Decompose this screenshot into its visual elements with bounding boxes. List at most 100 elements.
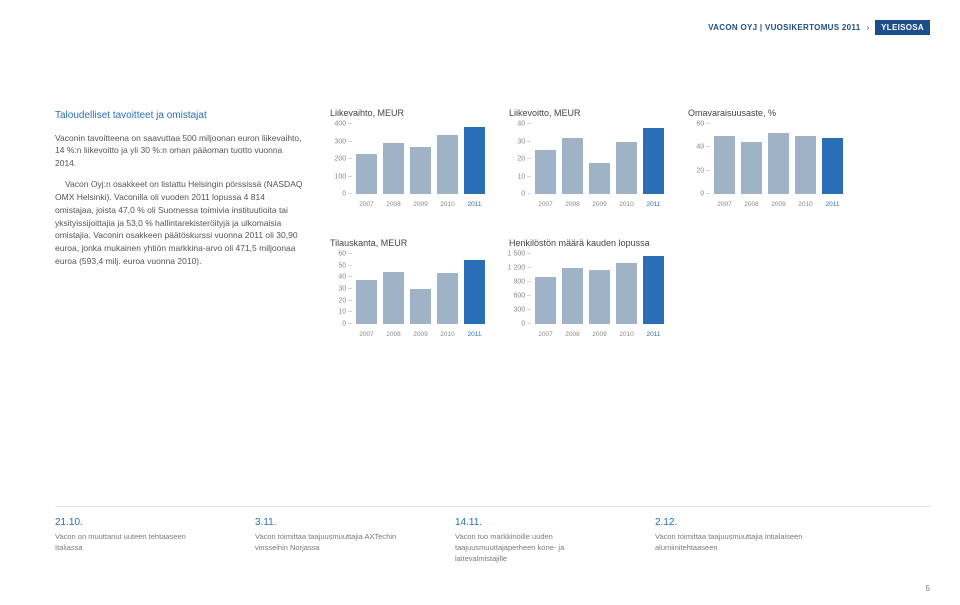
- chart-xlabel: 2008: [562, 201, 583, 208]
- chart-bar: [822, 138, 843, 194]
- chart-xlabel: 2008: [562, 331, 583, 338]
- chart-xlabel: 2011: [643, 331, 664, 338]
- chart-row: Liikevaihto, MEUR40030020010002007200820…: [330, 108, 930, 208]
- chart-yaxis: 403020100: [509, 124, 531, 194]
- chart-henkilosto: Henkilöstön määrä kauden lopussa 1 5001 2…: [509, 238, 664, 338]
- chart-xlabel: 2010: [616, 201, 637, 208]
- page: VACON OYJ | VUOSIKERTOMUS 2011 › YLEISOS…: [0, 0, 960, 605]
- chart-ytick: 0: [700, 191, 710, 198]
- chart-ytick: 40: [696, 144, 710, 151]
- chart-bar: [562, 268, 583, 324]
- chart-bars: [356, 124, 485, 194]
- chart-bar: [616, 142, 637, 195]
- chart-ytick: 300: [513, 307, 531, 314]
- chart-ytick: 0: [521, 321, 531, 328]
- chart-plot: 1 5001 200900600300020072008200920102011: [509, 254, 664, 338]
- chart-grid: Liikevaihto, MEUR40030020010002007200820…: [330, 108, 930, 368]
- chart-xlabel: 2011: [822, 201, 843, 208]
- chart-bar: [437, 273, 458, 324]
- chart-ytick: 0: [342, 321, 352, 328]
- chart-xlabel: 2009: [410, 201, 431, 208]
- chart-ytick: 30: [338, 286, 352, 293]
- chart-xlabel: 2010: [795, 201, 816, 208]
- chart-yaxis: 4003002001000: [330, 124, 352, 194]
- chart-xlabel: 2011: [643, 201, 664, 208]
- chart-plot: 400300200100020072008200920102011: [330, 124, 485, 208]
- chart-xlabel: 2009: [410, 331, 431, 338]
- chart-xlabel: 2008: [741, 201, 762, 208]
- page-header: VACON OYJ | VUOSIKERTOMUS 2011 › YLEISOS…: [708, 20, 930, 35]
- chart-ytick: 100: [334, 173, 352, 180]
- timeline-item: 3.11. Vacon toimittaa taajuusmuuttajia A…: [255, 517, 415, 565]
- chart-plot: 605040302010020072008200920102011: [330, 254, 485, 338]
- chart-bar: [410, 147, 431, 194]
- timeline-item: 21.10. Vacon on muuttanut uuteen tehtaas…: [55, 517, 215, 565]
- chart-plot: 40302010020072008200920102011: [509, 124, 664, 208]
- chart-title: Liikevoitto, MEUR: [509, 108, 664, 118]
- chart-xaxis: 20072008200920102011: [535, 201, 664, 208]
- chart-xlabel: 2009: [589, 201, 610, 208]
- chart-ytick: 20: [517, 156, 531, 163]
- chart-bar: [589, 163, 610, 195]
- chart-omavaraisuus: Omavaraisuusaste, %604020020072008200920…: [688, 108, 843, 208]
- header-left: VACON OYJ | VUOSIKERTOMUS 2011: [708, 23, 860, 32]
- chart-ytick: 60: [338, 251, 352, 258]
- chart-yaxis: 6040200: [688, 124, 710, 194]
- chart-xlabel: 2009: [589, 331, 610, 338]
- timeline-date: 21.10.: [55, 517, 215, 528]
- chart-bar: [562, 138, 583, 194]
- timeline-item: 2.12. Vacon toimittaa taajuusmuuttajia i…: [655, 517, 815, 565]
- section-heading: Taloudelliset tavoitteet ja omistajat: [55, 108, 305, 123]
- timeline-date: 3.11.: [255, 517, 415, 528]
- chart-bar: [795, 136, 816, 194]
- chart-ytick: 0: [342, 191, 352, 198]
- chart-ytick: 400: [334, 121, 352, 128]
- chart-ytick: 200: [334, 156, 352, 163]
- chart-ytick: 10: [517, 173, 531, 180]
- chart-bars: [535, 124, 664, 194]
- chart-xlabel: 2010: [437, 201, 458, 208]
- chart-bar: [356, 154, 377, 194]
- chart-ytick: 1 500: [508, 251, 531, 258]
- chart-bars: [714, 124, 843, 194]
- indented-text: Vacon Oyj:n osakkeet on listattu Helsing…: [55, 179, 302, 266]
- chart-xaxis: 2007 2008 2009 2010 2011: [714, 201, 843, 208]
- chart-title: Liikevaihto, MEUR: [330, 108, 485, 118]
- chart-ytick: 30: [517, 138, 531, 145]
- chart-bar: [464, 127, 485, 194]
- chart-title: Tilauskanta, MEUR: [330, 238, 485, 248]
- chart-ytick: 20: [696, 167, 710, 174]
- chart-bar: [464, 260, 485, 324]
- chart-title: Henkilöstön määrä kauden lopussa: [509, 238, 664, 248]
- timeline-text: Vacon toimittaa taajuusmuuttajia intiala…: [655, 532, 815, 554]
- chart-ytick: 20: [338, 297, 352, 304]
- page-number: 5: [926, 584, 930, 593]
- chart-bars: [535, 254, 664, 324]
- chart-yaxis: 1 5001 2009006003000: [509, 254, 531, 324]
- chart-ytick: 60: [696, 121, 710, 128]
- chart-bar: [741, 142, 762, 195]
- chart-tilauskanta: Tilauskanta, MEUR60504030201002007200820…: [330, 238, 485, 338]
- header-badge: YLEISOSA: [875, 20, 930, 35]
- chart-bar: [356, 280, 377, 324]
- chart-row: Tilauskanta, MEUR60504030201002007200820…: [330, 238, 930, 338]
- chart-bar: [535, 150, 556, 194]
- chart-xlabel: 2007: [356, 331, 377, 338]
- chart-xlabel: 2008: [383, 201, 404, 208]
- timeline-item: 14.11. Vacon tuo markkinoille uuden taaj…: [455, 517, 615, 565]
- chart-xlabel: 2010: [437, 331, 458, 338]
- chart-bar: [589, 270, 610, 324]
- timeline-text: Vacon on muuttanut uuteen tehtaaseen Ita…: [55, 532, 215, 554]
- chart-ytick: 50: [338, 262, 352, 269]
- chart-xlabel: 2009: [768, 201, 789, 208]
- chart-bar: [714, 136, 735, 194]
- body-text: Taloudelliset tavoitteet ja omistajat Va…: [55, 108, 305, 276]
- chart-ytick: 300: [334, 138, 352, 145]
- chart-xlabel: 2007: [714, 201, 735, 208]
- chart-bar: [616, 263, 637, 324]
- chart-bar: [383, 272, 404, 325]
- timeline-items: 21.10. Vacon on muuttanut uuteen tehtaas…: [55, 517, 930, 565]
- chart-bar: [437, 135, 458, 195]
- chart-xlabel: 2010: [616, 331, 637, 338]
- chart-ytick: 900: [513, 279, 531, 286]
